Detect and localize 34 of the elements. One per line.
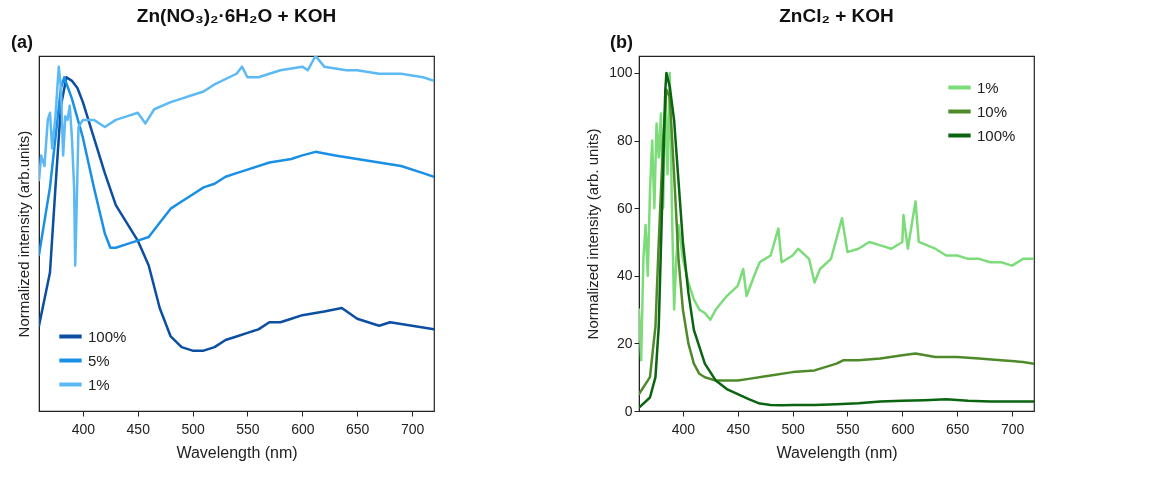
x-tick-label: 450	[126, 420, 151, 437]
y-axis-title: Normalized intensity (arb. units)	[584, 128, 602, 340]
chart-title: ZnCl₂ + KOH	[779, 5, 894, 26]
y-tick-label: 60	[616, 199, 633, 216]
legend-label: 100%	[88, 327, 127, 345]
y-tick-label: 100	[609, 64, 633, 81]
x-axis-title: Wavelength (nm)	[176, 443, 298, 461]
x-tick-label: 650	[946, 420, 970, 437]
y-axis-title: Normalized intensity (arb.units)	[14, 130, 32, 338]
y-tick-label: 80	[616, 132, 633, 149]
x-tick-label: 400	[671, 420, 696, 437]
text: (a)	[11, 32, 33, 52]
x-tick-label: 700	[1000, 420, 1025, 437]
x-tick-label: 500	[181, 420, 205, 437]
legend-label: 5%	[88, 351, 110, 369]
legend-label: 10%	[977, 102, 1008, 120]
x-tick-label: 500	[781, 420, 805, 437]
x-tick-label: 450	[726, 420, 751, 437]
y-tick-label: 20	[616, 334, 633, 351]
x-tick-label: 600	[291, 420, 315, 437]
x-tick-label: 400	[71, 420, 96, 437]
text: (b)	[610, 32, 633, 52]
y-tick-label: 0	[624, 402, 633, 419]
chart-title: Zn(NO₃)₂·6H₂O + KOH	[136, 5, 337, 26]
x-tick-label: 550	[236, 420, 260, 437]
legend-label: 1%	[88, 375, 110, 393]
x-axis-title: Wavelength (nm)	[776, 443, 898, 461]
x-tick-label: 650	[346, 420, 370, 437]
x-tick-label: 600	[891, 420, 915, 437]
legend-label: 1%	[977, 78, 999, 96]
x-tick-label: 700	[400, 420, 425, 437]
y-tick-label: 40	[616, 267, 633, 284]
x-tick-label: 550	[836, 420, 860, 437]
legend-label: 100%	[977, 126, 1016, 144]
